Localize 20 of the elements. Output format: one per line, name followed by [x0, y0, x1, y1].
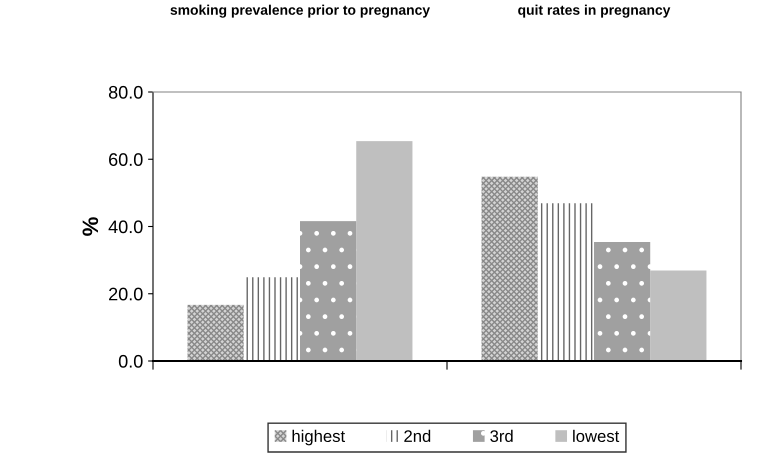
- bar: [300, 221, 356, 361]
- bar: [538, 203, 594, 361]
- y-tick-label: 20.0: [109, 288, 143, 300]
- y-tick-label: 40.0: [108, 220, 143, 234]
- x-tick-label: smoking prevalence prior to pregnancy: [170, 4, 430, 18]
- bar: [650, 270, 706, 361]
- legend-label: 3rd: [490, 430, 513, 442]
- y-tick-label: 0.0: [118, 354, 143, 368]
- bar: [594, 242, 650, 361]
- legend-label: highest: [292, 430, 346, 446]
- x-tick-label: quit rates in pregnancy: [518, 4, 670, 18]
- bar: [244, 277, 300, 361]
- y-tick-label: 80.0: [108, 86, 143, 99]
- bar: [356, 141, 412, 361]
- y-tick-label: 60.0: [109, 153, 143, 166]
- bar: [482, 176, 538, 361]
- y-axis-title: %: [82, 217, 98, 236]
- legend-label: 2nd: [404, 430, 430, 442]
- bar: [188, 304, 244, 361]
- legend-label: lowest: [573, 430, 620, 442]
